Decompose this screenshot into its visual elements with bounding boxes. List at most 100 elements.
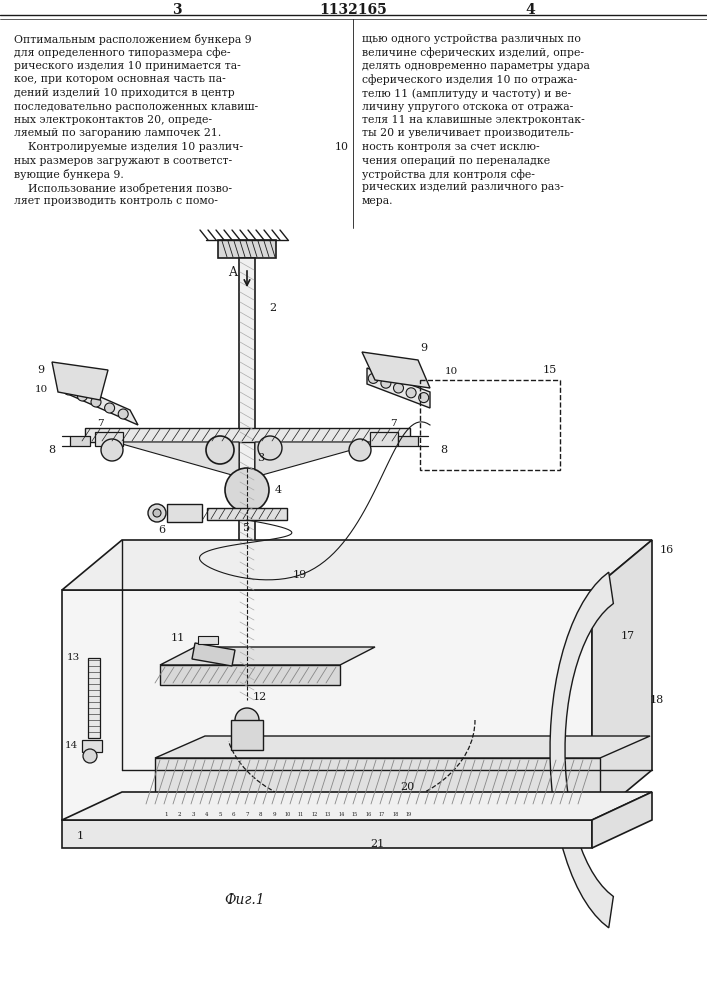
Bar — [62, 590, 592, 820]
Circle shape — [485, 825, 495, 835]
Polygon shape — [550, 572, 614, 928]
Text: A: A — [228, 265, 237, 278]
Circle shape — [406, 388, 416, 398]
Bar — [231, 720, 263, 750]
Bar — [281, 808, 293, 822]
Text: делять одновременно параметры удара: делять одновременно параметры удара — [362, 61, 590, 71]
Bar — [198, 636, 218, 644]
Text: Контролируемые изделия 10 различ-: Контролируемые изделия 10 различ- — [14, 142, 243, 152]
Bar — [88, 658, 100, 738]
Text: 4: 4 — [525, 3, 535, 17]
Bar — [416, 808, 428, 822]
Text: 10: 10 — [335, 142, 349, 152]
Text: 3: 3 — [173, 3, 182, 17]
Polygon shape — [217, 808, 297, 828]
Circle shape — [235, 708, 259, 732]
Text: 19: 19 — [293, 570, 307, 580]
Bar — [420, 380, 560, 470]
Text: 1132165: 1132165 — [319, 3, 387, 17]
Text: ных размеров загружают в соответст-: ных размеров загружают в соответст- — [14, 155, 232, 165]
Bar — [214, 808, 226, 822]
Text: 14: 14 — [65, 742, 78, 750]
Circle shape — [445, 825, 455, 835]
Circle shape — [269, 825, 279, 835]
Circle shape — [206, 436, 234, 464]
Bar — [363, 808, 375, 822]
Text: 4: 4 — [275, 485, 282, 495]
Circle shape — [258, 436, 282, 460]
Circle shape — [255, 825, 266, 835]
Text: 8: 8 — [48, 445, 55, 455]
Text: ты 20 и увеличивает производитель-: ты 20 и увеличивает производитель- — [362, 128, 573, 138]
Circle shape — [368, 373, 378, 383]
Text: 12: 12 — [311, 812, 317, 818]
Bar — [443, 808, 455, 822]
Circle shape — [188, 825, 198, 835]
Text: Оптимальным расположением бункера 9: Оптимальным расположением бункера 9 — [14, 34, 252, 45]
Text: 10: 10 — [284, 812, 291, 818]
Text: 9: 9 — [420, 343, 427, 353]
Text: рического изделия 10 принимается та-: рического изделия 10 принимается та- — [14, 61, 241, 71]
Text: для определенного типоразмера сфе-: для определенного типоразмера сфе- — [14, 47, 230, 58]
Text: теля 11 на клавишные электроконтак-: теля 11 на клавишные электроконтак- — [362, 115, 585, 125]
Text: ных электроконтактов 20, опреде-: ных электроконтактов 20, опреде- — [14, 115, 212, 125]
Circle shape — [225, 468, 269, 512]
Text: 12: 12 — [253, 692, 267, 702]
Circle shape — [337, 825, 346, 835]
Text: 4: 4 — [205, 812, 209, 818]
Bar — [173, 808, 185, 822]
Circle shape — [323, 825, 333, 835]
Text: 5: 5 — [243, 523, 250, 533]
Polygon shape — [62, 540, 652, 590]
Polygon shape — [155, 736, 650, 758]
Polygon shape — [115, 442, 239, 477]
Text: 3: 3 — [192, 812, 194, 818]
Circle shape — [381, 378, 391, 388]
Circle shape — [161, 825, 171, 835]
Text: Использование изобретения позво-: Использование изобретения позво- — [14, 182, 232, 194]
Text: 7: 7 — [97, 420, 103, 428]
Bar — [95, 432, 123, 446]
Bar — [82, 740, 102, 752]
Polygon shape — [255, 442, 380, 477]
Text: 6: 6 — [158, 525, 165, 535]
Bar — [228, 808, 240, 822]
Circle shape — [201, 825, 211, 835]
Bar — [155, 758, 600, 806]
Text: 15: 15 — [352, 812, 358, 818]
Bar — [336, 808, 348, 822]
Text: мера.: мера. — [362, 196, 394, 206]
Circle shape — [101, 439, 123, 461]
Polygon shape — [592, 792, 652, 848]
Circle shape — [175, 825, 185, 835]
Bar — [85, 428, 410, 442]
Text: 16: 16 — [660, 545, 674, 555]
Bar — [239, 258, 255, 700]
Bar — [207, 508, 287, 520]
Bar — [398, 436, 418, 446]
Text: 8: 8 — [259, 812, 262, 818]
Bar — [167, 504, 202, 522]
Circle shape — [404, 825, 414, 835]
Bar — [430, 808, 442, 822]
Polygon shape — [52, 362, 108, 400]
Text: 21: 21 — [370, 839, 384, 849]
Bar — [255, 808, 267, 822]
Text: рических изделий различного раз-: рических изделий различного раз- — [362, 182, 563, 192]
Bar — [70, 436, 90, 446]
Text: 20: 20 — [400, 782, 414, 792]
Circle shape — [458, 825, 468, 835]
Polygon shape — [62, 380, 138, 425]
Circle shape — [419, 393, 428, 403]
Bar — [484, 808, 496, 822]
Text: устройства для контроля сфе-: устройства для контроля сфе- — [362, 169, 535, 180]
Circle shape — [512, 825, 522, 835]
Circle shape — [310, 825, 320, 835]
Bar — [511, 808, 523, 822]
Polygon shape — [192, 643, 235, 666]
Bar — [376, 808, 388, 822]
Text: личину упругого отскока от отража-: личину упругого отскока от отража- — [362, 102, 573, 111]
Circle shape — [228, 825, 238, 835]
Polygon shape — [367, 368, 430, 408]
Text: 11: 11 — [171, 633, 185, 643]
